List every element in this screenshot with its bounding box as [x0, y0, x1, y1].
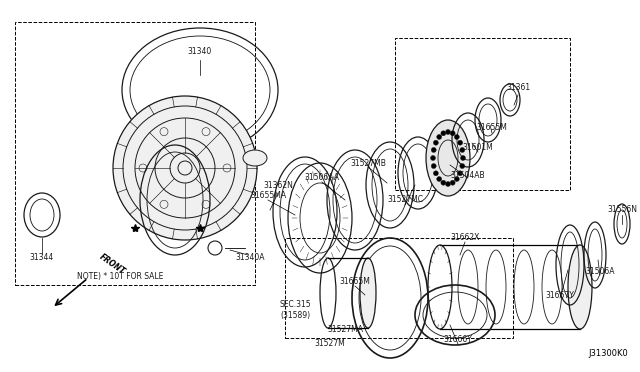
- Ellipse shape: [458, 171, 463, 176]
- Ellipse shape: [436, 134, 442, 140]
- Bar: [285, 238, 513, 338]
- Text: 31527M: 31527M: [315, 339, 346, 347]
- Ellipse shape: [431, 164, 436, 169]
- Ellipse shape: [461, 155, 465, 160]
- Text: FRONT: FRONT: [98, 252, 127, 276]
- Text: 31344: 31344: [30, 253, 54, 263]
- Text: 31361: 31361: [506, 83, 530, 93]
- Ellipse shape: [431, 147, 436, 153]
- Ellipse shape: [450, 180, 455, 185]
- Text: NOTE) * 10T FOR SALE: NOTE) * 10T FOR SALE: [77, 273, 163, 282]
- Ellipse shape: [460, 164, 465, 169]
- Text: 31556N: 31556N: [607, 205, 637, 215]
- Ellipse shape: [431, 155, 435, 160]
- Ellipse shape: [445, 182, 451, 186]
- Text: 31527MC: 31527MC: [387, 196, 423, 205]
- Bar: [395, 38, 570, 190]
- Text: SEC.315
(31589): SEC.315 (31589): [279, 300, 311, 320]
- Ellipse shape: [441, 180, 446, 185]
- Text: 31527MA: 31527MA: [327, 326, 363, 334]
- Ellipse shape: [454, 134, 460, 140]
- Text: J31300K0: J31300K0: [588, 349, 628, 358]
- Text: 31601M: 31601M: [463, 144, 493, 153]
- Ellipse shape: [360, 258, 376, 328]
- Ellipse shape: [441, 131, 446, 136]
- Text: 31666Y: 31666Y: [444, 336, 472, 344]
- Ellipse shape: [433, 140, 438, 145]
- Ellipse shape: [243, 150, 267, 166]
- Text: 31662X: 31662X: [451, 232, 480, 241]
- Ellipse shape: [433, 171, 438, 176]
- Ellipse shape: [426, 120, 470, 196]
- Text: 31655MA: 31655MA: [250, 190, 286, 199]
- Text: 31506AA: 31506AA: [305, 173, 339, 183]
- Text: 31362N: 31362N: [263, 180, 293, 189]
- Text: 31655M: 31655M: [477, 124, 508, 132]
- Text: 31340: 31340: [188, 48, 212, 57]
- Text: 31506A: 31506A: [585, 267, 615, 276]
- Text: 31667Y: 31667Y: [545, 291, 575, 299]
- Ellipse shape: [450, 131, 455, 136]
- Text: 31665M: 31665M: [340, 278, 371, 286]
- Ellipse shape: [568, 245, 592, 329]
- Text: 31340A: 31340A: [236, 253, 265, 263]
- Bar: [15, 22, 255, 285]
- Ellipse shape: [458, 140, 463, 145]
- Ellipse shape: [454, 177, 460, 182]
- Ellipse shape: [436, 177, 442, 182]
- Ellipse shape: [113, 96, 257, 240]
- Ellipse shape: [460, 147, 465, 153]
- Text: 31527MB: 31527MB: [350, 158, 386, 167]
- Ellipse shape: [445, 129, 451, 135]
- Text: 31504AB: 31504AB: [451, 170, 485, 180]
